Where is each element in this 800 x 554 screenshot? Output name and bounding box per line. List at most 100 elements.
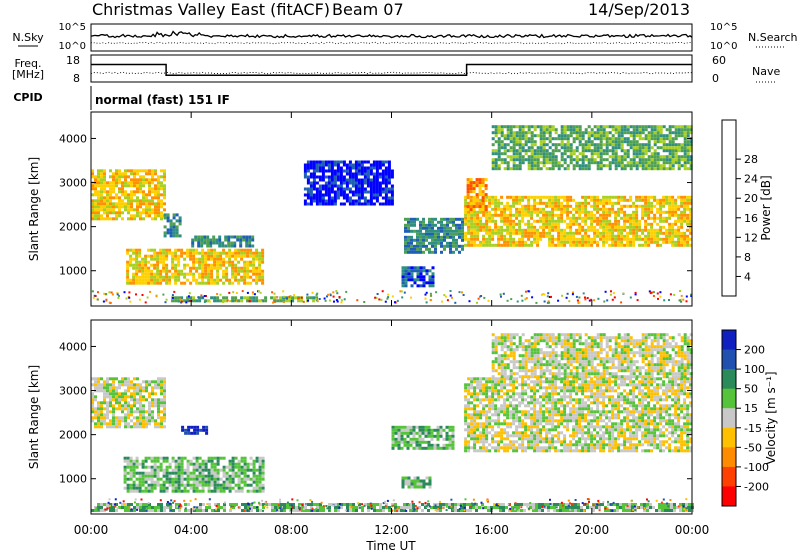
power-cell [404, 278, 408, 282]
power-cell [530, 155, 534, 159]
power-cell [635, 125, 639, 129]
power-cell [614, 225, 618, 229]
power-cell [127, 217, 130, 221]
power-cell [542, 216, 546, 220]
freq-panel: Freq. [MHz] 18 8 60 0 Nave [12, 54, 781, 85]
power-cell [180, 251, 184, 255]
power-cell [539, 210, 543, 214]
power-cell [536, 201, 540, 205]
power-noise-cell [550, 295, 552, 298]
power-cell [509, 140, 513, 144]
power-cell [662, 134, 666, 138]
power-cell [458, 229, 461, 233]
power-cell [261, 278, 265, 282]
velocity-cell [252, 471, 256, 475]
power-cell [629, 243, 633, 247]
power-cell [375, 184, 379, 188]
power-cell [509, 222, 513, 226]
power-cell [333, 178, 337, 182]
power-cell [446, 226, 449, 230]
power-cell [428, 284, 432, 288]
power-cell [103, 172, 106, 176]
velocity-cell [126, 483, 130, 487]
velocity-cell [464, 398, 468, 402]
power-cell [255, 281, 259, 285]
velocity-cell [240, 489, 244, 493]
power-cell [351, 202, 355, 206]
velocity-cell [118, 407, 121, 411]
velocity-cell [234, 483, 238, 487]
power-cell [650, 204, 654, 208]
power-cell [635, 210, 639, 214]
power-cell [668, 143, 672, 147]
power-cell [638, 155, 642, 159]
velocity-cell [231, 471, 235, 475]
power-cell [100, 193, 103, 197]
power-cell [118, 181, 121, 185]
power-cell [668, 146, 672, 150]
power-cell [560, 155, 564, 159]
power-cell [623, 234, 627, 238]
power-cell [312, 187, 316, 191]
velocity-cell [401, 479, 405, 483]
velocity-cell [144, 459, 148, 463]
power-cell [449, 250, 452, 254]
power-cell [569, 161, 573, 165]
power-cell [422, 284, 426, 288]
velocity-cell [421, 431, 425, 435]
power-cell [467, 243, 471, 247]
velocity-cell [189, 462, 193, 466]
power-cell [599, 149, 603, 153]
velocity-cell [132, 459, 136, 463]
velocity-cell [115, 416, 118, 420]
velocity-cell [129, 456, 133, 460]
power-cell [452, 229, 455, 233]
power-cell [518, 161, 522, 165]
power-cell [455, 223, 458, 227]
power-cell [578, 140, 582, 144]
velocity-cell [467, 443, 471, 447]
power-cell [611, 149, 615, 153]
power-cell [224, 238, 228, 242]
power-cell [557, 134, 561, 138]
power-cell [366, 181, 370, 185]
power-cell [530, 167, 534, 171]
power-cell [197, 235, 201, 239]
power-cell [626, 137, 630, 141]
velocity-cell [430, 437, 434, 441]
power-cell [617, 195, 621, 199]
power-cell [656, 152, 660, 156]
power-cell [647, 207, 651, 211]
power-cell [178, 219, 182, 223]
power-cell [677, 240, 681, 244]
power-cell [467, 240, 471, 244]
power-noise-cell [376, 293, 379, 295]
power-cell [321, 163, 325, 167]
velocity-cell [186, 483, 190, 487]
velocity-cell [153, 459, 157, 463]
power-cell [130, 205, 133, 209]
velocity-cell [112, 386, 115, 390]
power-cell [381, 169, 385, 173]
power-cell [103, 217, 106, 221]
velocity-cell [433, 428, 437, 432]
power-cell [653, 128, 657, 132]
power-cell [309, 181, 313, 185]
power-cell [404, 272, 408, 276]
velocity-cell [148, 407, 151, 411]
power-cell [590, 152, 594, 156]
power-cell [572, 243, 576, 247]
velocity-cell [216, 486, 220, 490]
power-cell [154, 196, 157, 200]
power-noise-cell [324, 299, 327, 302]
power-cell [115, 193, 118, 197]
velocity-cell [406, 431, 410, 435]
power-cell [390, 202, 394, 206]
power-cell [578, 225, 582, 229]
power-cell [503, 243, 507, 247]
velocity-cell [404, 476, 408, 480]
velocity-cell [145, 383, 148, 387]
power-cell [309, 166, 313, 170]
velocity-cell [391, 428, 395, 432]
power-cell [569, 195, 573, 199]
